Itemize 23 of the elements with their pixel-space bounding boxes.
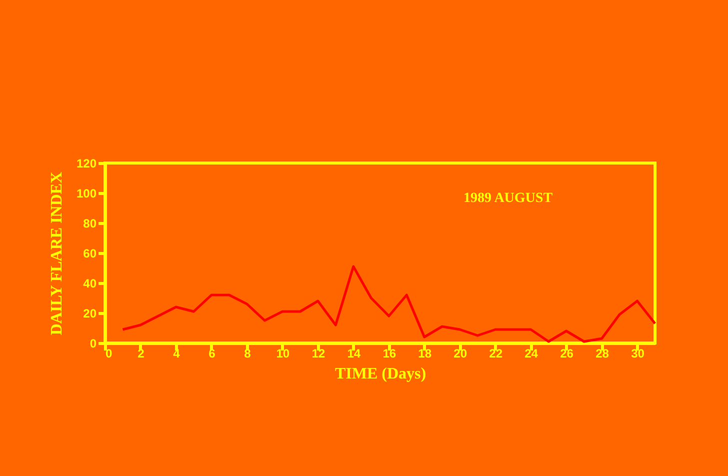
y-tick-label: 120 (76, 156, 97, 170)
x-tick-label: 14 (347, 346, 361, 360)
y-tick-label: 100 (76, 186, 97, 200)
x-tick-label: 12 (312, 346, 326, 360)
annotation: 1989 AUGUST (463, 191, 554, 206)
y-tick-label: 0 (90, 336, 97, 350)
y-tick-label: 80 (83, 216, 97, 230)
x-tick-label: 24 (524, 346, 538, 360)
x-tick-label: 28 (596, 346, 610, 360)
x-tick-label: 16 (382, 346, 396, 360)
y-tick-label: 40 (83, 276, 97, 290)
x-tick-label: 26 (560, 346, 574, 360)
x-tick-label: 22 (489, 346, 503, 360)
line-series (121, 265, 656, 343)
y-axis-title: DAILY FLARE INDEX (48, 171, 66, 336)
x-tick-label: 10 (276, 346, 290, 360)
x-axis-title: TIME (Days) (334, 366, 426, 382)
x-tick-label: 20 (454, 346, 468, 360)
y-tick-label: 60 (83, 246, 97, 260)
x-tick-label: 18 (418, 346, 432, 360)
y-tick-label: 20 (83, 306, 97, 320)
x-tick-label: 0 (106, 346, 112, 360)
x-tick-label: 30 (631, 346, 645, 360)
